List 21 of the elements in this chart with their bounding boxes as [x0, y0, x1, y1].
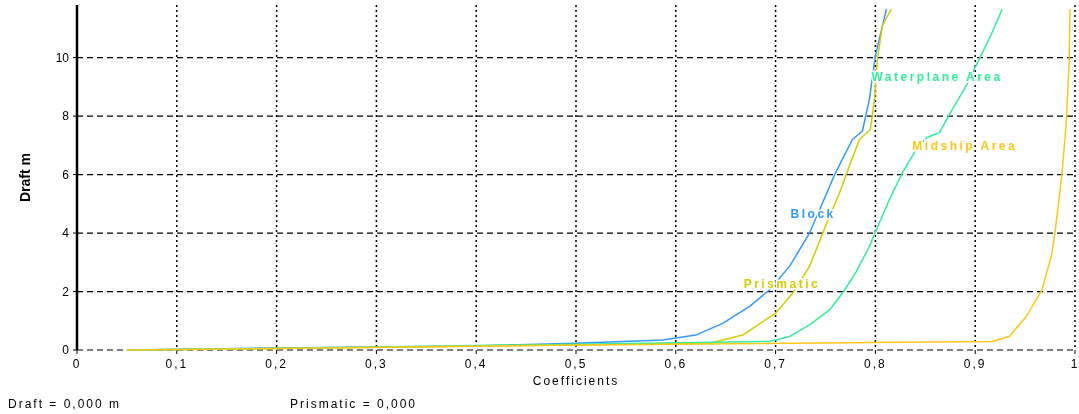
x-tick-label: 0,2 [265, 357, 288, 371]
x-axis-title: Coefficients [532, 374, 620, 388]
text: Draft = 0,000 m [8, 397, 122, 411]
x-tick-label: 1 [1070, 357, 1079, 371]
y-tick-label: 8 [62, 109, 70, 124]
x-tick-label: 0,4 [464, 357, 488, 371]
text: Prismatic = 0,000 [290, 397, 418, 411]
x-tick-label: 0,6 [664, 357, 688, 371]
x-tick-label: 0 [72, 357, 82, 371]
x-tick-label: 0,8 [864, 357, 887, 371]
x-tick-label: 0,5 [564, 357, 588, 371]
y-tick-label: 10 [55, 50, 70, 65]
x-tick-label: 0,9 [963, 357, 987, 371]
y-tick-label: 6 [62, 167, 70, 182]
x-tick-label: 0,1 [165, 357, 189, 371]
x-tick-label: 0,7 [764, 357, 787, 371]
y-tick-label: 0 [62, 343, 70, 357]
y-axis-title: Draft m [17, 152, 33, 203]
x-tick-label: 0,3 [365, 357, 388, 371]
y-tick-label: 2 [62, 284, 70, 299]
y-tick-label: 4 [62, 226, 70, 241]
